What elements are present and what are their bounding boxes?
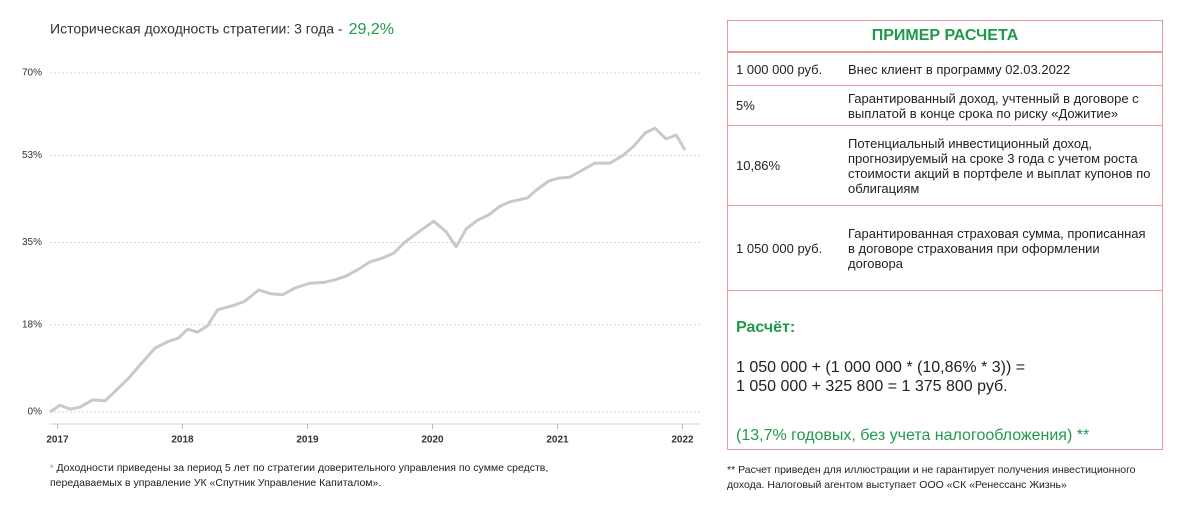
chart-title: Историческая доходность стратегии: 3 год… [50, 21, 343, 37]
x-tick-label: 2020 [421, 435, 444, 446]
table-row: 1 050 000 руб. Гарантированная страховая … [727, 205, 1163, 291]
calc-line: 1 050 000 + (1 000 000 * (10,86% * 3)) = [736, 359, 1026, 376]
footnote-right: ** Расчет приведен для иллюстрации и не … [727, 464, 1136, 491]
table-title: ПРИМЕР РАСЧЕТА [871, 27, 1019, 44]
row-value: 5% [736, 98, 755, 113]
y-tick-label: 53% [22, 150, 42, 161]
row-description: Потенциальный инвестиционный доход, прог… [848, 135, 1151, 196]
x-tick-label: 2022 [671, 435, 694, 446]
table-row: 5% Гарантированный доход, учтенный в дого… [727, 85, 1163, 126]
x-tick-label: 2018 [171, 435, 194, 446]
calc-line: 1 050 000 + 325 800 = 1 375 800 руб. [736, 378, 1008, 395]
footnote-text: Доходности приведены за период 5 лет по … [50, 462, 549, 489]
calc-title: Расчёт: [736, 319, 796, 336]
table-row: 1 000 000 руб. Внес клиент в программу 02… [727, 52, 1163, 86]
table-row: 10,86% Потенциальный инвестиционный доход… [727, 125, 1163, 206]
calc-note: (13,7% годовых, без учета налогообложени… [736, 427, 1090, 444]
y-tick-label: 70% [22, 68, 42, 79]
row-description: Гарантированный доход, учтенный в догово… [848, 90, 1139, 121]
row-value: 10,86% [736, 158, 781, 173]
chart: Историческая доходность стратегии: 3 год… [22, 21, 700, 446]
calc-box: Расчёт: 1 050 000 + (1 000 000 * (10,86%… [727, 290, 1163, 450]
footnote-star: * [50, 463, 54, 473]
table-header: ПРИМЕР РАСЧЕТА [727, 20, 1163, 52]
y-tick-label: 35% [22, 237, 42, 248]
footnote-left: * Доходности приведены за период 5 лет п… [50, 461, 570, 491]
chart-title-highlight: 29,2% [349, 21, 394, 38]
row-value: 1 050 000 руб. [736, 240, 823, 256]
y-tick-label: 0% [28, 407, 43, 418]
row-value: 1 000 000 руб. [736, 61, 823, 77]
x-tick-label: 2017 [46, 435, 69, 446]
x-tick-label: 2019 [296, 435, 319, 446]
data-line [49, 126, 687, 414]
row-description: Внес клиент в программу 02.03.2022 [848, 61, 1071, 77]
row-description: Гарантированная страховая сумма, прописа… [848, 225, 1146, 271]
y-tick-label: 18% [22, 319, 42, 330]
x-tick-label: 2021 [546, 435, 569, 446]
